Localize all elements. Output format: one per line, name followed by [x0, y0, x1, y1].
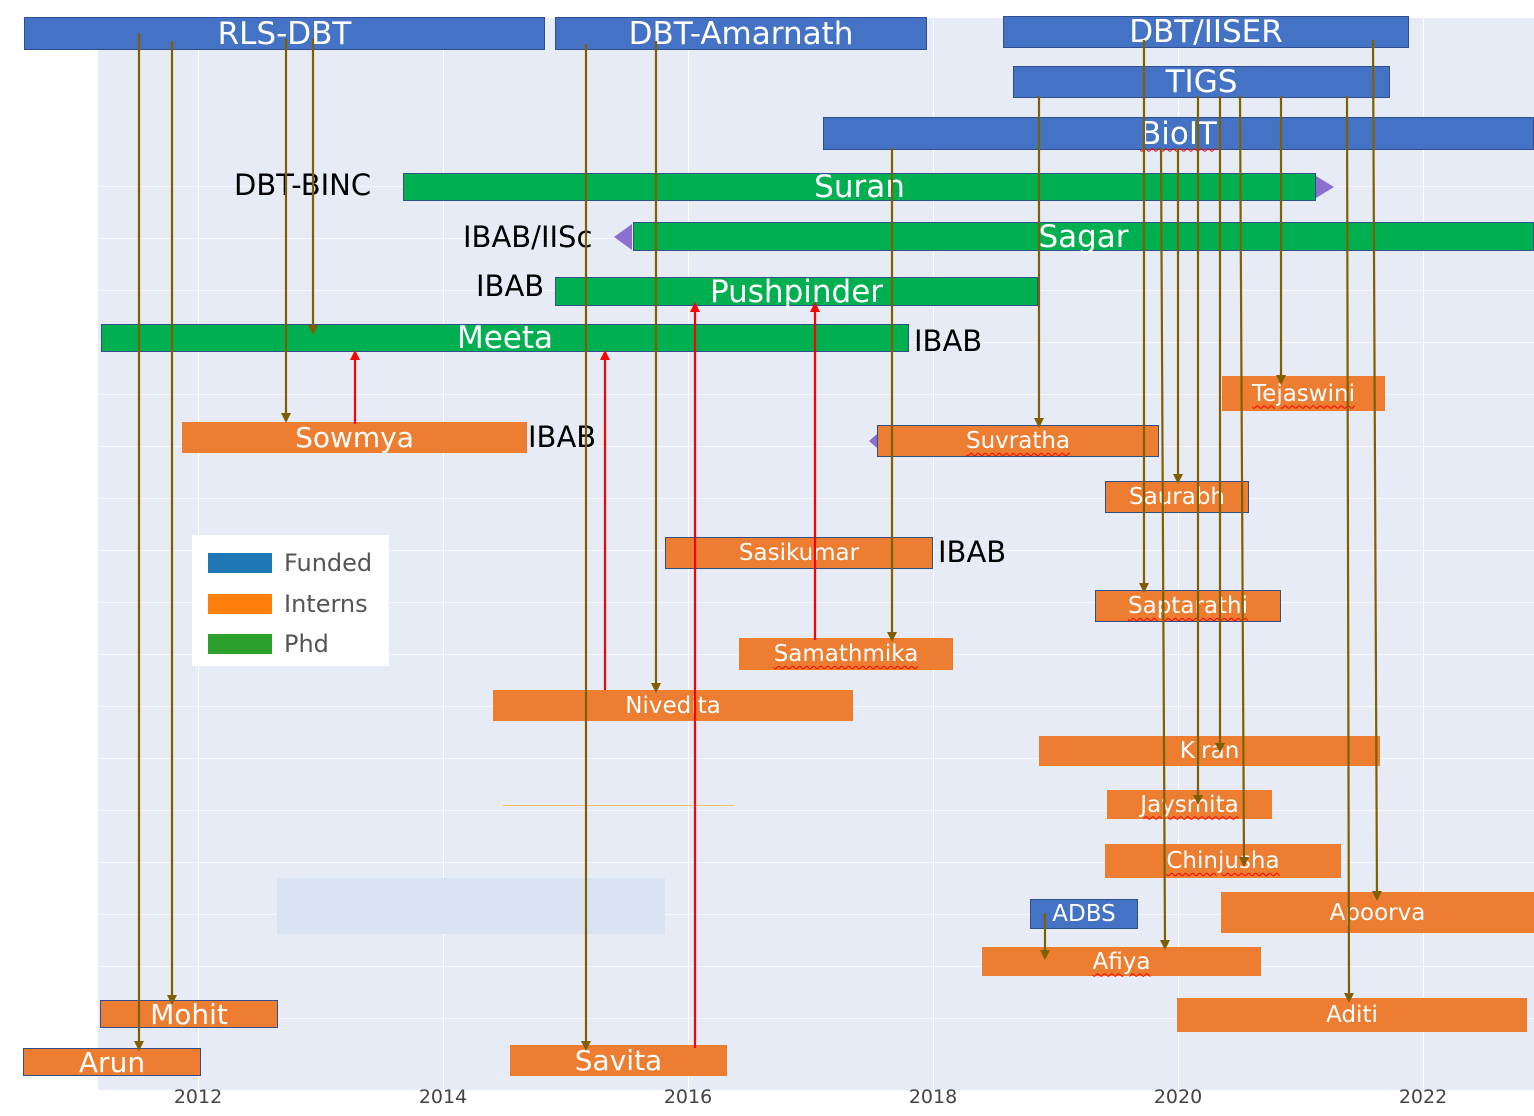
bar-label: Apoorva — [1329, 899, 1426, 926]
bar-label: Aditi — [1326, 1002, 1378, 1028]
bar-rls-dbt: RLS-DBT — [24, 15, 545, 52]
bar-label: Meeta — [456, 320, 554, 356]
bar-label: Suvratha — [965, 428, 1071, 454]
bar-nivedita: Nivedita — [493, 690, 853, 721]
bar-afiya: Afiya — [982, 947, 1261, 976]
x-tick-2018: 2018 — [908, 1086, 958, 1108]
diamond-marker — [1316, 176, 1334, 198]
bar-tejaswini: Tejaswini — [1222, 376, 1385, 411]
legend-item-interns: Interns — [208, 590, 368, 618]
label-ibab-iisc: IBAB/IISc — [463, 220, 593, 254]
bar-sagar: Sagar — [633, 219, 1534, 255]
legend-swatch — [208, 594, 272, 614]
bar-aditi: Aditi — [1177, 998, 1527, 1032]
bar-chinjusha: Chinjusha — [1105, 844, 1341, 878]
legend-item-phd: Phd — [208, 630, 329, 658]
bar-adbs: ADBS — [1030, 899, 1138, 929]
bar-label: Pushpinder — [709, 273, 884, 310]
legend-swatch — [208, 634, 272, 654]
bar-label: Sagar — [1038, 218, 1129, 255]
bar-label: Jaysmita — [1140, 791, 1239, 818]
bar-kiran: Kiran — [1039, 736, 1380, 766]
bar-label: Mohit — [150, 997, 228, 1031]
bar-suran: Suran — [403, 169, 1316, 205]
blank-box — [277, 878, 665, 934]
bar-samathmika: Samathmika — [739, 638, 953, 670]
x-tick-2016: 2016 — [663, 1086, 713, 1108]
bar-label: Suran — [814, 169, 905, 205]
bar-sasikumar: Sasikumar — [665, 537, 933, 569]
bar-label: TIGS — [1165, 64, 1238, 100]
gridline — [98, 966, 1534, 967]
legend: Funded Interns Phd — [192, 535, 389, 666]
label-dbt-binc: DBT-BINC — [234, 168, 372, 202]
bar-label: Arun — [78, 1045, 146, 1079]
gridline — [933, 18, 934, 1090]
x-tick-2020: 2020 — [1153, 1086, 1203, 1108]
bar-dbt-iiser: DBT/IISER — [1003, 14, 1409, 50]
bar-label: Samathmika — [773, 641, 919, 667]
bar-label: Sasikumar — [738, 540, 860, 566]
bar-sowmya: Sowmya — [182, 421, 527, 454]
thin-line — [503, 805, 734, 806]
diamond-marker — [614, 224, 632, 250]
bar-label: BioIT — [1140, 115, 1217, 152]
x-tick-2022: 2022 — [1398, 1086, 1448, 1108]
gridline — [1423, 18, 1424, 1090]
label-ibab-sasikumar: IBAB — [938, 535, 1007, 569]
label-ibab-meeta: IBAB — [914, 324, 983, 358]
legend-label: Phd — [284, 630, 329, 658]
bar-label: Afiya — [1092, 948, 1151, 975]
label-ibab-sowmya: IBAB — [528, 420, 597, 454]
x-tick-2014: 2014 — [418, 1086, 468, 1108]
gridline — [98, 862, 1534, 863]
bar-label: Kiran — [1179, 738, 1240, 764]
arrow-tigs-chinjusha — [1238, 95, 1249, 867]
bar-label: RLS-DBT — [217, 15, 352, 52]
gridline — [98, 1018, 1534, 1019]
diamond-marker — [869, 434, 877, 448]
bar-label: Saptarathi — [1128, 593, 1248, 619]
bar-suvratha: Suvratha — [877, 425, 1159, 457]
bar-label: Nivedita — [625, 692, 721, 719]
legend-label: Interns — [284, 590, 368, 618]
gridline — [443, 18, 444, 1090]
x-tick-2012: 2012 — [173, 1086, 223, 1108]
arrow-iiser-apoorva — [1371, 39, 1382, 901]
bar-mohit: Mohit — [100, 997, 278, 1031]
bar-label: Tejaswini — [1252, 380, 1355, 407]
bar-label: DBT/IISER — [1129, 14, 1283, 50]
gridline — [1178, 18, 1179, 1090]
legend-swatch — [208, 553, 272, 573]
bar-tigs: TIGS — [1013, 64, 1390, 100]
label-ibab-pushpinder: IBAB — [476, 269, 545, 303]
arrow-tigs-aditi — [1343, 95, 1354, 1003]
arrow-bioit-afiya — [1159, 147, 1170, 950]
bar-label: Sowmya — [295, 421, 414, 454]
bar-label: DBT-Amarnath — [628, 15, 854, 52]
gridline — [98, 914, 1534, 915]
bar-apoorva: Apoorva — [1221, 892, 1534, 933]
bar-bioit: BioIT — [823, 115, 1534, 152]
legend-item-funded: Funded — [208, 549, 372, 577]
bar-label: Chinjusha — [1166, 848, 1280, 874]
bar-pushpinder: Pushpinder — [555, 274, 1038, 310]
bar-label: ADBS — [1052, 901, 1116, 927]
bar-dbt-amarnath: DBT-Amarnath — [555, 15, 927, 52]
bar-meeta: Meeta — [101, 320, 909, 356]
bar-arun: Arun — [23, 1045, 201, 1079]
bar-saptarathi: Saptarathi — [1095, 590, 1281, 622]
bar-savita: Savita — [510, 1044, 727, 1077]
legend-label: Funded — [284, 549, 373, 577]
gridline — [98, 758, 1534, 759]
gridline — [98, 810, 1534, 811]
